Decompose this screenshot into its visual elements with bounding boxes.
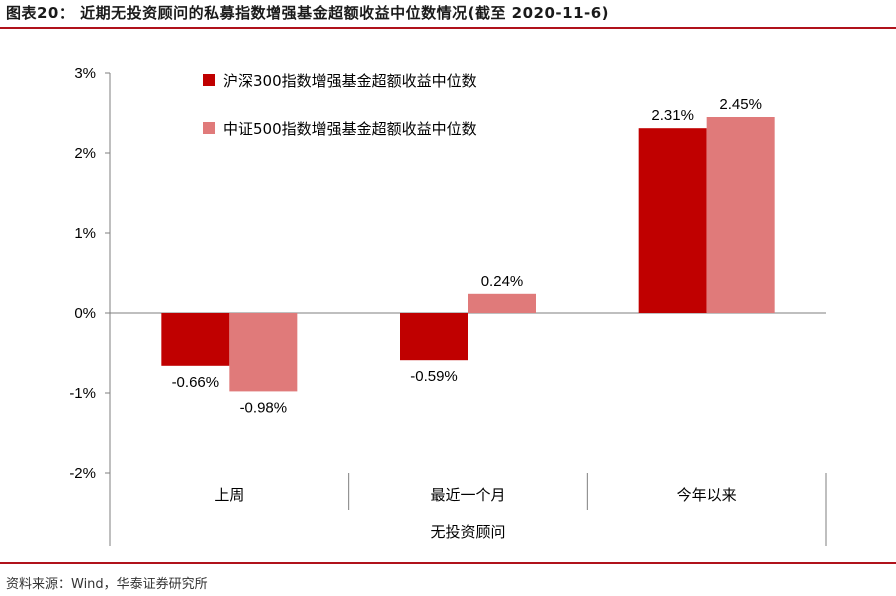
source-note: 资料来源：Wind，华泰证券研究所 — [6, 577, 208, 592]
legend-swatch — [203, 74, 215, 86]
bar-series2 — [706, 117, 775, 313]
x-axis-group-label: 无投资顾问 — [430, 523, 505, 541]
y-tick-label: 0% — [74, 305, 96, 322]
bar-series1 — [400, 313, 468, 361]
y-tick-label: 1% — [74, 225, 96, 242]
y-tick-label: 3% — [74, 65, 96, 82]
figure-title: 图表20： 近期无投资顾问的私募指数增强基金超额收益中位数情况(截至 2020-… — [6, 4, 610, 22]
legend-swatch — [203, 122, 215, 134]
data-label: -0.59% — [410, 368, 458, 385]
y-tick-label: 2% — [74, 145, 96, 162]
x-tick-label: 今年以来 — [677, 486, 737, 504]
bar-series1 — [161, 313, 230, 366]
bar-series2 — [229, 313, 298, 392]
y-tick-label: -1% — [69, 385, 96, 402]
footer-rule — [0, 562, 896, 564]
data-label: 0.24% — [481, 273, 524, 290]
bar-series2 — [468, 293, 536, 313]
data-label: 2.31% — [651, 107, 694, 124]
data-label: -0.98% — [240, 399, 288, 416]
x-tick-label: 上周 — [214, 486, 244, 504]
y-tick-label: -2% — [69, 465, 96, 482]
data-label: -0.66% — [172, 374, 220, 391]
title-rule — [0, 27, 896, 29]
legend-label: 沪深300指数增强基金超额收益中位数 — [223, 72, 477, 90]
x-tick-label: 最近一个月 — [430, 486, 505, 504]
bar-series1 — [638, 128, 707, 313]
legend-label: 中证500指数增强基金超额收益中位数 — [223, 120, 477, 138]
data-label: 2.45% — [719, 96, 762, 113]
